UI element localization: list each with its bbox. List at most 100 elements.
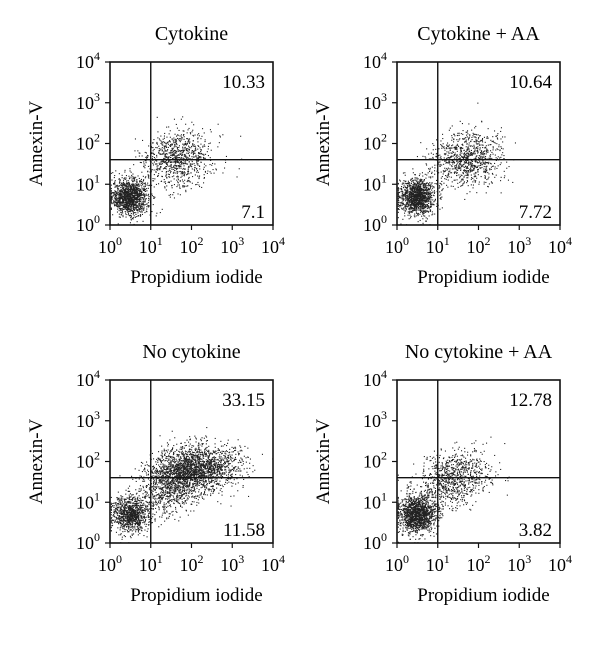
scatter-point <box>483 166 485 168</box>
scatter-point <box>177 184 179 186</box>
scatter-point <box>133 190 135 192</box>
scatter-point <box>463 156 465 158</box>
scatter-point <box>118 210 120 212</box>
scatter-point <box>411 181 413 183</box>
scatter-point <box>129 198 131 200</box>
x-tick-label: 102 <box>467 234 491 257</box>
scatter-point <box>125 191 127 193</box>
scatter-point <box>118 213 120 215</box>
scatter-point <box>145 198 147 200</box>
scatter-point <box>147 171 149 173</box>
scatter-point <box>147 202 149 204</box>
scatter-point <box>143 194 145 196</box>
scatter-point <box>137 531 139 533</box>
scatter-point <box>140 502 142 504</box>
scatter-point <box>134 198 136 200</box>
scatter-point <box>168 181 170 183</box>
scatter-point <box>135 197 137 199</box>
scatter-point <box>462 144 464 146</box>
scatter-point <box>487 186 489 188</box>
scatter-point <box>467 171 469 173</box>
scatter-point <box>126 518 128 520</box>
scatter-point <box>140 516 142 518</box>
scatter-point <box>471 164 473 166</box>
scatter-point <box>450 147 452 149</box>
scatter-point <box>123 194 125 196</box>
scatter-point <box>191 150 193 152</box>
scatter-point <box>177 193 179 195</box>
scatter-point <box>135 206 137 208</box>
scatter-point <box>138 194 140 196</box>
scatter-point <box>125 187 127 189</box>
scatter-point <box>162 138 164 140</box>
scatter-point <box>472 166 474 168</box>
scatter-point <box>439 161 441 163</box>
scatter-point <box>430 209 432 211</box>
scatter-point <box>181 154 183 156</box>
scatter-point <box>154 178 156 180</box>
scatter-point <box>465 139 467 141</box>
scatter-point <box>184 146 186 148</box>
scatter-point <box>141 190 143 192</box>
scatter-point <box>495 174 497 176</box>
scatter-point <box>161 176 163 178</box>
scatter-point <box>136 205 138 207</box>
scatter-point <box>116 186 118 188</box>
scatter-point <box>466 131 468 133</box>
scatter-point <box>428 202 430 204</box>
scatter-point <box>414 179 416 181</box>
scatter-point <box>124 501 126 503</box>
scatter-point <box>123 202 125 204</box>
scatter-point <box>192 134 194 136</box>
scatter-point <box>114 197 116 199</box>
scatter-point <box>424 211 426 213</box>
scatter-point <box>415 192 417 194</box>
scatter-point <box>183 173 185 175</box>
scatter-point <box>146 530 148 532</box>
scatter-point <box>445 162 447 164</box>
scatter-point <box>179 170 181 172</box>
scatter-point <box>129 195 131 197</box>
scatter-point <box>463 176 465 178</box>
scatter-point <box>121 191 123 193</box>
scatter-point <box>420 191 422 193</box>
scatter-point <box>136 197 138 199</box>
scatter-point <box>160 166 162 168</box>
scatter-point <box>461 147 463 149</box>
scatter-point <box>419 187 421 189</box>
scatter-point <box>166 163 168 165</box>
scatter-point <box>123 195 125 197</box>
scatter-point <box>470 184 472 186</box>
scatter-point <box>485 158 487 160</box>
scatter-point <box>429 188 431 190</box>
scatter-point <box>166 153 168 155</box>
scatter-point <box>439 163 441 165</box>
scatter-point <box>110 201 112 203</box>
scatter-point <box>192 154 194 156</box>
scatter-point <box>176 154 178 156</box>
scatter-point <box>180 118 182 120</box>
scatter-point <box>197 160 199 162</box>
scatter-point <box>137 496 139 498</box>
scatter-point <box>126 501 128 503</box>
scatter-point <box>130 188 132 190</box>
scatter-point <box>167 149 169 151</box>
scatter-point <box>497 165 499 167</box>
scatter-point <box>432 158 434 160</box>
scatter-point <box>483 168 485 170</box>
scatter-point <box>430 158 432 160</box>
scatter-point <box>407 186 409 188</box>
scatter-point <box>444 178 446 180</box>
scatter-point <box>471 164 473 166</box>
scatter-point <box>147 516 149 518</box>
scatter-point <box>434 173 436 175</box>
scatter-point <box>138 177 140 179</box>
scatter-point <box>474 149 476 151</box>
scatter-point <box>471 170 473 172</box>
scatter-point <box>464 137 466 139</box>
scatter-point <box>115 505 117 507</box>
scatter-point <box>171 144 173 146</box>
scatter-point <box>468 142 470 144</box>
scatter-point <box>159 167 161 169</box>
scatter-point <box>410 178 412 180</box>
